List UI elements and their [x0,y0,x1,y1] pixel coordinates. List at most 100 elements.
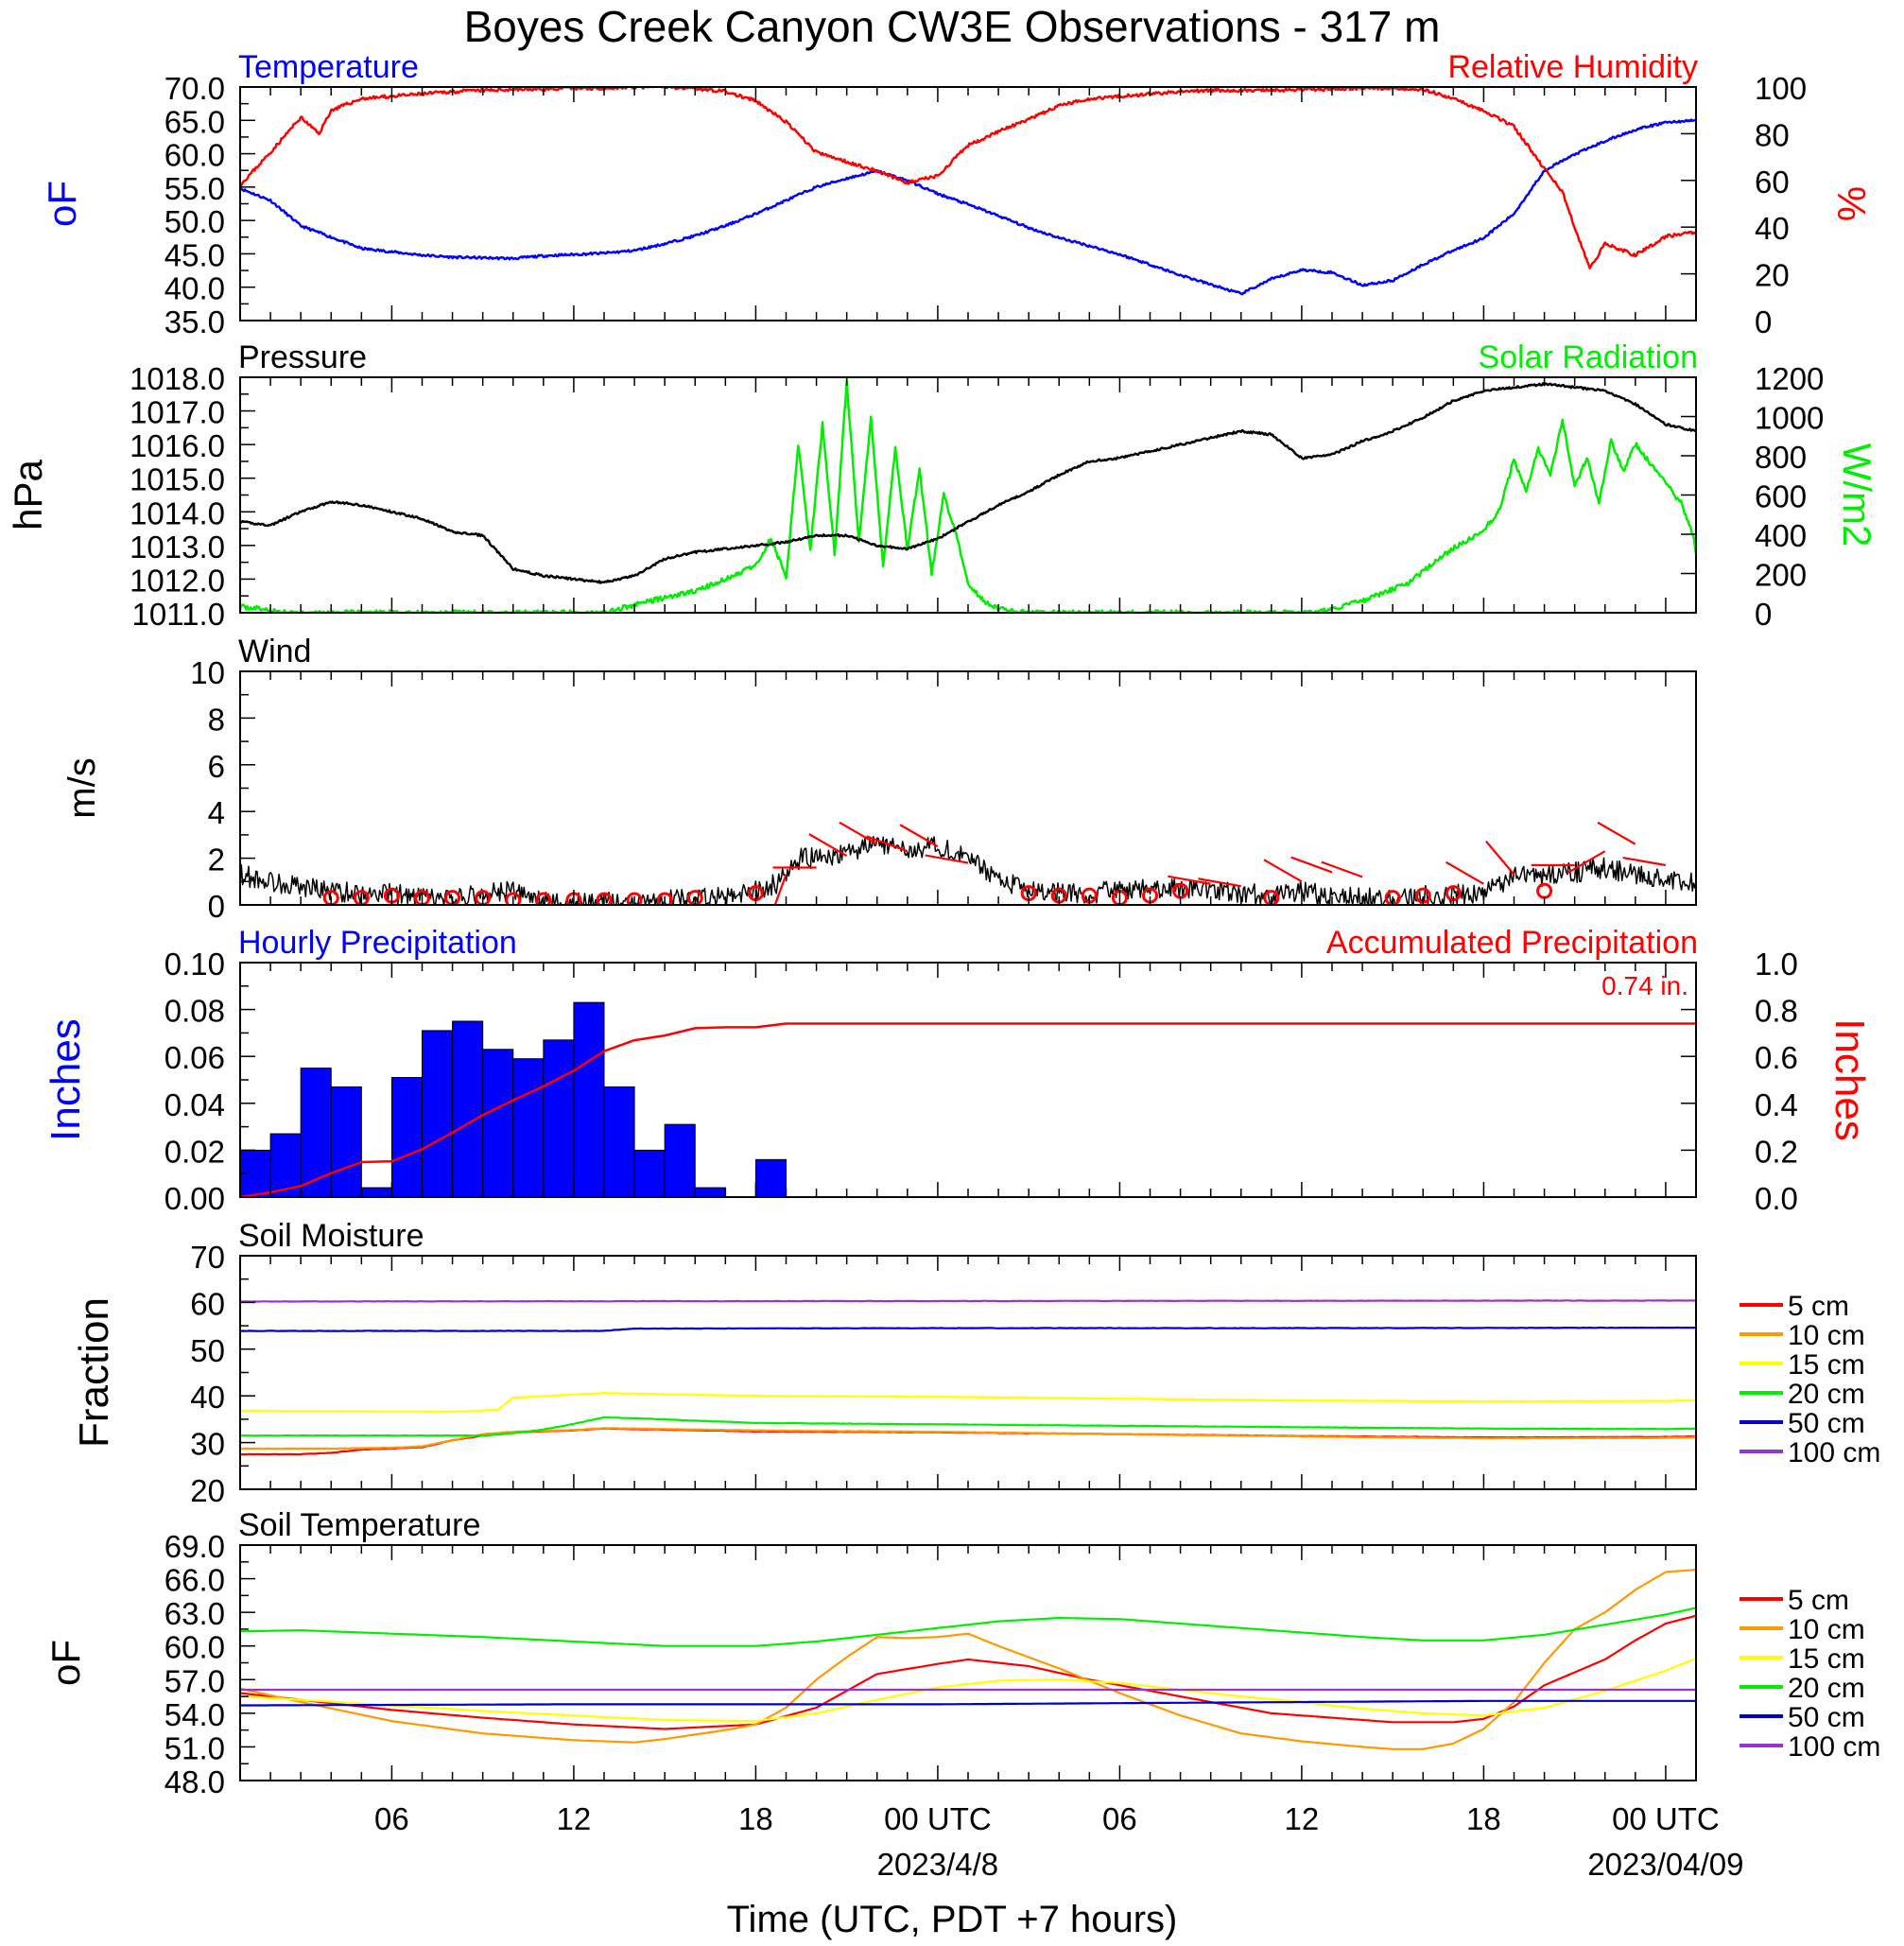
precip-bar [452,1020,484,1197]
left-axis-unit: m/s [61,757,103,818]
legend-label: 10 cm [1788,1614,1865,1645]
wind-y-tick-label: 8 [208,702,225,737]
x-tick-label: 00 UTC [1612,1801,1720,1836]
precip-bar [543,1039,575,1197]
wind-plot-frame [239,670,1697,906]
precip-bar [694,1187,726,1197]
precip-bar [603,1086,635,1197]
wind-barb [1198,877,1241,888]
left-series-title: Pressure [238,339,367,375]
wind-data [240,821,1696,905]
precip-bar [360,1187,392,1197]
wind-barb [1622,856,1667,867]
left-series-title: Hourly Precipitation [238,925,517,961]
precip-y-tick-label: 0.06 [164,1040,225,1075]
left-axis-unit: Fraction [71,1297,117,1448]
right-axis-unit: W/m2 [1835,443,1879,547]
depth-line-15cm [240,1657,1696,1723]
depth-line-50cm [240,1326,1696,1332]
wind-barb [808,833,848,858]
legend-label: 20 cm [1788,1673,1865,1704]
x-tick-label: 18 [1466,1801,1501,1836]
depth-line-20cm [240,1416,1696,1437]
wind-y-tick-label: 0 [208,889,225,924]
soil_moisture-data [240,1299,1696,1456]
precip-y-tick-label: 0.02 [164,1134,225,1169]
wind-y-tick-label: 10 [190,655,225,690]
soil_temperature-y-tick-label: 54.0 [164,1697,225,1732]
depth-line-10cm [240,1427,1696,1451]
temp_rh-right-tick-label: 100 [1755,71,1807,106]
depth-line-100cm [240,1299,1696,1303]
right-series-title: Relative Humidity [1447,49,1698,85]
wind-barb [866,835,909,853]
x-date-label: 2023/04/09 [1587,1847,1743,1882]
legend-label: 100 cm [1788,1731,1880,1763]
soil_temperature-y-tick-label: 48.0 [164,1764,225,1799]
soil_temperature-y-tick-label: 69.0 [164,1529,225,1564]
right-series-title: Accumulated Precipitation [1326,925,1698,961]
soil_temperature-data [240,1569,1696,1750]
x-axis-title: Time (UTC, PDT +7 hours) [727,1899,1178,1940]
pressure_solar-right-tick-label: 1000 [1755,401,1824,436]
panel-title: Soil Moisture [238,1218,424,1254]
solar-radiation-line [240,379,1696,613]
pressure_solar-plot-frame [239,376,1697,614]
legend-label: 15 cm [1788,1349,1865,1381]
pressure_solar-right-tick-label: 600 [1755,479,1807,514]
depth-line-15cm [240,1391,1696,1414]
legend-label: 10 cm [1788,1320,1865,1351]
precip-right-tick-label: 0.6 [1755,1040,1798,1075]
x-tick-label: 06 [1102,1801,1137,1836]
legend-label: 20 cm [1788,1379,1865,1410]
precip-data [240,1001,1696,1197]
accumulated-precip-line [240,1022,1696,1197]
soil_moisture-y-tick-label: 30 [190,1427,225,1462]
legend-label: 100 cm [1788,1437,1880,1468]
pressure_solar-y-tick-label: 1017.0 [130,395,225,430]
wind-barb [1566,850,1606,875]
wind-calm-marker [626,892,643,905]
wind-calm-marker [1536,882,1553,899]
wind-calm-marker [535,892,552,905]
depth-line-5cm [240,1614,1696,1730]
panel-title: Wind [238,634,311,669]
precip-bar [754,1158,788,1197]
wind-calm-marker [596,892,613,905]
precip-right-tick-label: 0.8 [1755,994,1798,1029]
precip-bar [633,1149,666,1197]
soil_temperature-y-tick-label: 66.0 [164,1563,225,1598]
pressure_solar-y-tick-label: 1012.0 [130,563,225,598]
precip-bar [300,1068,332,1197]
temp_rh-y-tick-label: 45.0 [164,237,225,272]
wind-barb [839,821,878,845]
pressure_solar-right-tick-label: 400 [1755,518,1807,553]
wind-barb [1597,821,1636,845]
left-axis-unit: oF [43,1640,88,1686]
soil_moisture-plot-frame [239,1255,1697,1490]
temp_rh-y-tick-label: 35.0 [164,304,225,339]
wind-barb [1263,859,1303,883]
panel-pressure_solar: Pressure Solar Radiation hPa W/m2 1018.01017… [6,339,1879,632]
temp_rh-right-tick-label: 40 [1755,211,1790,246]
wind-y-tick-label: 4 [208,795,225,830]
right-axis-unit: Inches [1826,1018,1873,1141]
precip-y-tick-label: 0.04 [164,1087,225,1122]
x-axis: 06 12 18 00 UTC 06 12 18 00 UTC 2023/4/8 2023/04/… [374,1801,1743,1882]
pressure_solar-y-tick-label: 1015.0 [130,462,225,497]
legend-label: 50 cm [1788,1408,1865,1439]
panel-wind: Wind m/s 10 8 6 4 2 0 [61,634,1697,924]
wind-barb [1485,840,1515,876]
wind-barb [1321,860,1363,878]
precip-bar [512,1058,545,1197]
wind-barb [1290,856,1333,874]
left-axis-unit: hPa [6,459,50,530]
pressure_solar-right-tick-label: 1200 [1755,361,1824,396]
wind-y-tick-label: 6 [208,749,225,784]
x-tick-label: 18 [738,1801,773,1836]
precip-right-tick-label: 0.4 [1755,1087,1798,1122]
